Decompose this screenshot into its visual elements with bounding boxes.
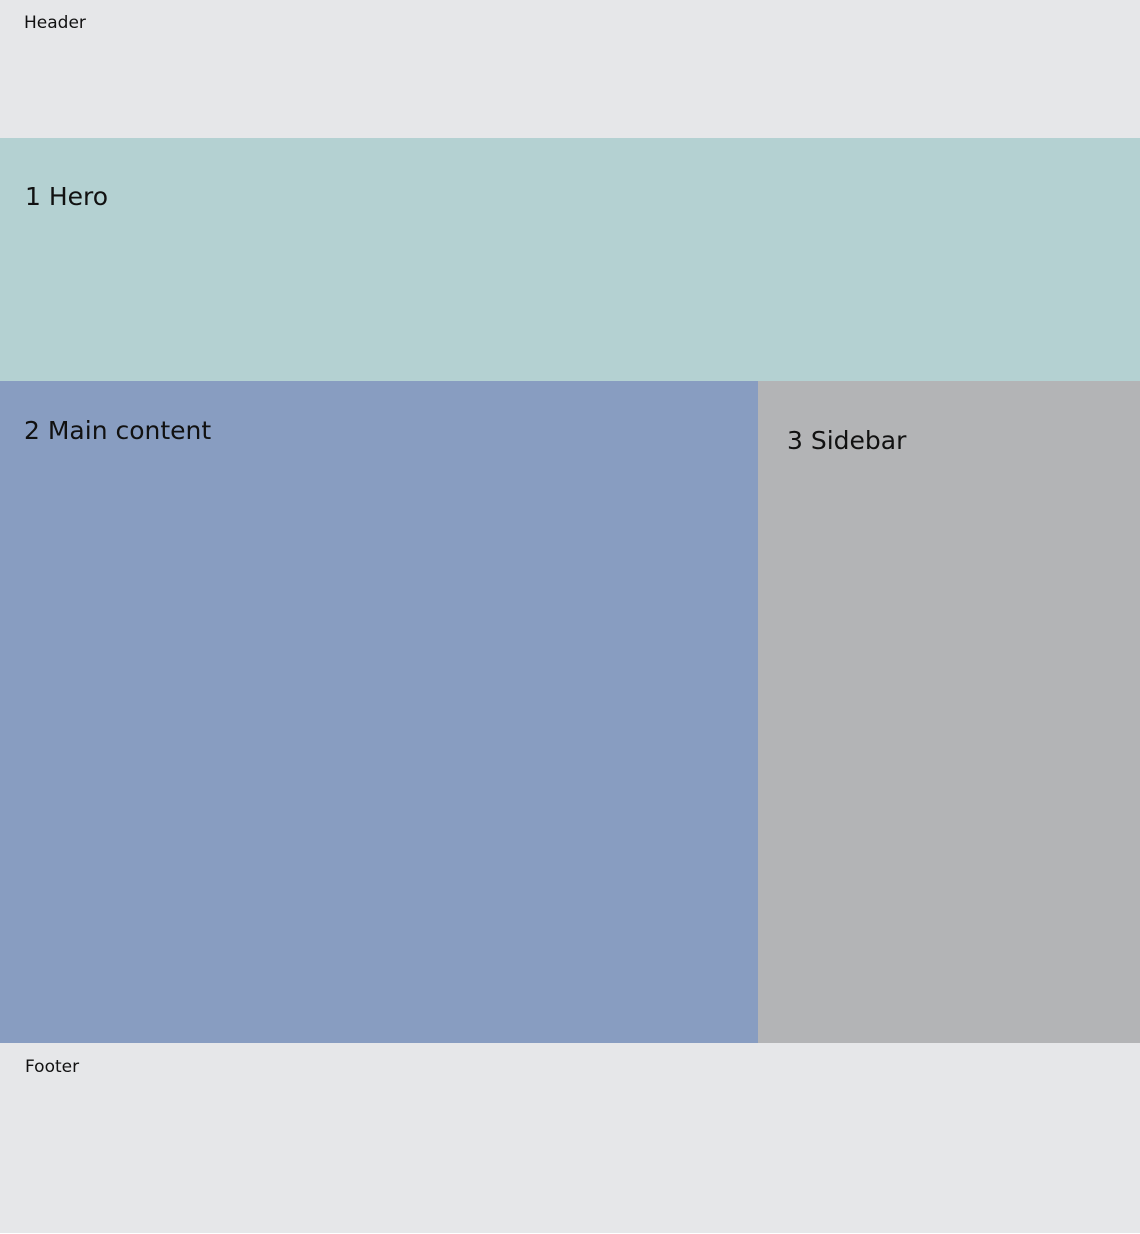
footer-region: Footer [0,1043,1140,1233]
header-label: Header [24,13,86,33]
footer-label: Footer [25,1057,80,1077]
hero-region: 1 Hero [0,138,1140,381]
sidebar-label: 3 Sidebar [787,426,907,455]
header-region: Header [0,0,1140,138]
main-content-label: 2 Main content [24,416,212,445]
hero-label: 1 Hero [25,182,109,211]
main-content-region: 2 Main content [0,381,758,1043]
sidebar-region: 3 Sidebar [758,381,1140,1043]
